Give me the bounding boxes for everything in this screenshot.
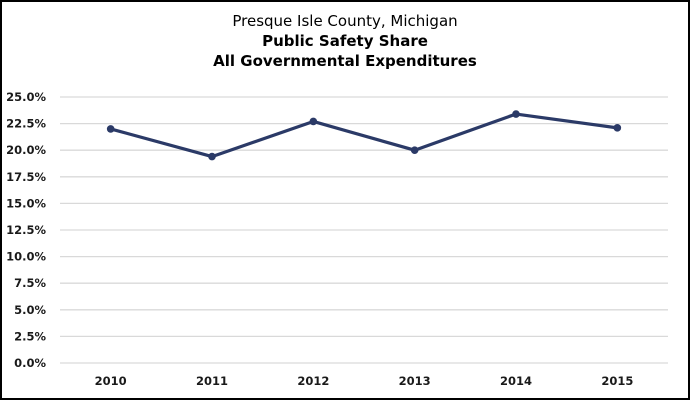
gridlines	[60, 96, 668, 364]
y-tick-label: 25.0%	[6, 90, 46, 104]
x-tick-label: 2011	[196, 374, 228, 388]
y-tick-label: 10.0%	[6, 250, 46, 264]
y-tick-label: 7.5%	[14, 276, 46, 290]
y-tick-label: 5.0%	[14, 303, 46, 317]
y-tick-label: 0.0%	[14, 356, 46, 370]
chart-subtitle-2: All Governmental Expenditures	[213, 52, 477, 70]
y-tick-label: 22.5%	[6, 117, 46, 131]
series-line	[110, 112, 618, 159]
y-tick-label: 20.0%	[6, 143, 46, 157]
x-tick-label: 2014	[500, 374, 532, 388]
y-tick-label: 15.0%	[6, 196, 46, 210]
y-tick-label: 2.5%	[14, 329, 46, 343]
data-point	[106, 125, 115, 133]
data-point	[410, 146, 419, 154]
x-tick-label: 2010	[95, 374, 127, 388]
x-tick-label: 2012	[297, 374, 329, 388]
chart-title: Presque Isle County, Michigan	[232, 12, 458, 30]
data-point	[613, 124, 622, 132]
series-group	[106, 110, 622, 161]
data-point	[208, 152, 216, 161]
x-tick-label: 2015	[601, 374, 633, 388]
data-point	[309, 117, 318, 126]
chart-titles: Presque Isle County, Michigan Public Saf…	[0, 11, 690, 72]
y-axis-ticks: 0.0% 2.5% 5.0% 7.5% 10.0% 12.5% 15.0% 17.5% 20.0…	[6, 90, 46, 370]
y-tick-label: 12.5%	[6, 223, 46, 237]
x-tick-label: 2013	[399, 374, 431, 388]
x-axis-ticks: 2010 2011 2012 2013 2014 2015	[95, 374, 634, 388]
chart-subtitle-1: Public Safety Share	[262, 32, 428, 50]
data-point	[512, 110, 520, 118]
y-tick-label: 17.5%	[6, 170, 46, 184]
